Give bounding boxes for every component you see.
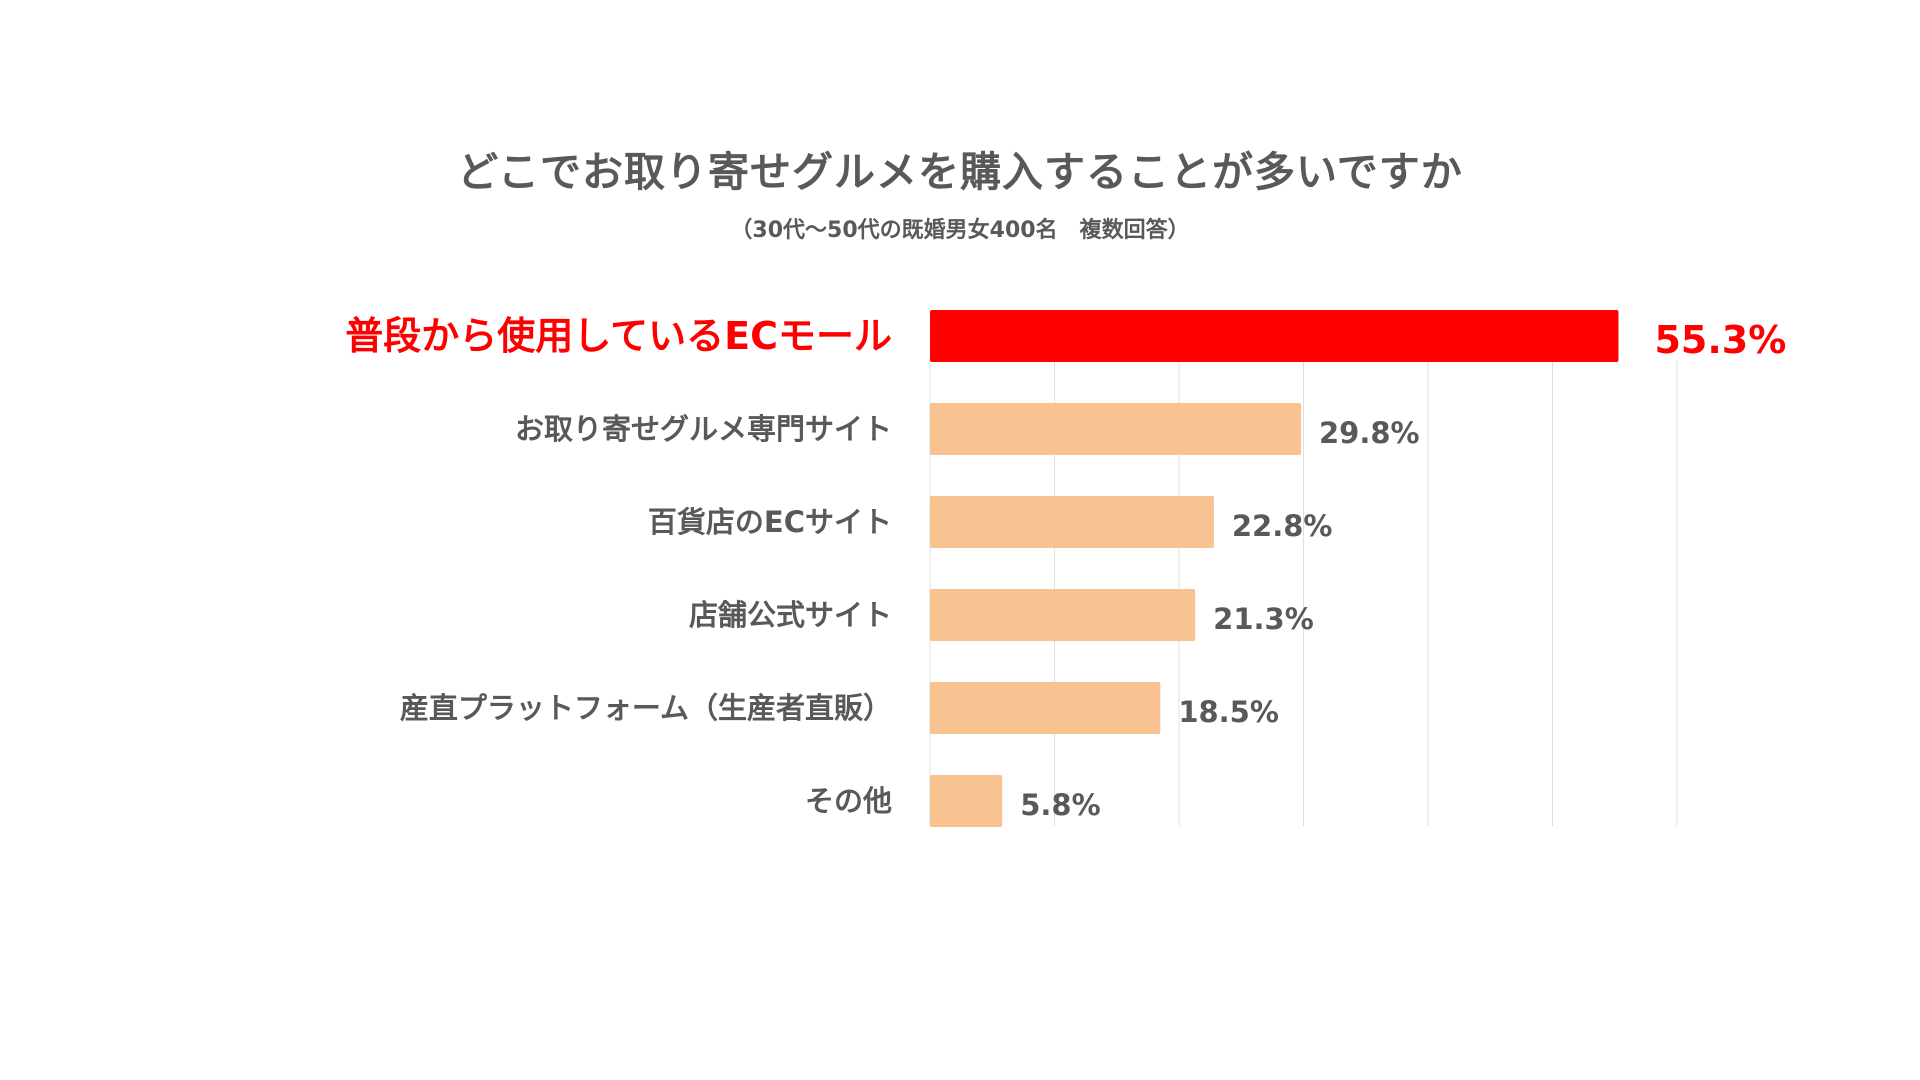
bar bbox=[930, 682, 1161, 734]
value-label: 22.8% bbox=[1232, 509, 1333, 543]
value-label: 21.3% bbox=[1213, 602, 1314, 636]
bars bbox=[930, 310, 1619, 827]
category-label: 産直プラットフォーム（生産者直販） bbox=[400, 691, 892, 725]
category-label: その他 bbox=[805, 784, 892, 818]
value-label: 18.5% bbox=[1178, 695, 1279, 729]
bar bbox=[930, 496, 1214, 548]
bar bbox=[930, 775, 1003, 827]
value-label: 5.8% bbox=[1020, 788, 1100, 822]
category-labels: 普段から使用しているECモールお取り寄せグルメ専門サイト百貨店のECサイト店舗公… bbox=[345, 314, 892, 818]
category-label: 普段から使用しているECモール bbox=[345, 314, 892, 358]
category-label: お取り寄せグルメ専門サイト bbox=[515, 412, 892, 446]
chart-title: どこでお取り寄せグルメを購入することが多いですか bbox=[457, 148, 1463, 196]
bar bbox=[930, 589, 1196, 641]
value-label: 55.3% bbox=[1654, 318, 1786, 362]
value-label: 29.8% bbox=[1319, 416, 1420, 450]
chart-subtitle: （30代〜50代の既婚男女400名 複数回答） bbox=[730, 218, 1190, 243]
bar bbox=[930, 403, 1302, 455]
category-label: 百貨店のECサイト bbox=[648, 505, 892, 539]
category-label: 店舗公式サイト bbox=[689, 598, 892, 632]
value-labels: 55.3% 29.8% 22.8% 21.3% 18.5% 5.8% bbox=[1020, 318, 1786, 822]
bar-highlighted bbox=[930, 310, 1619, 362]
